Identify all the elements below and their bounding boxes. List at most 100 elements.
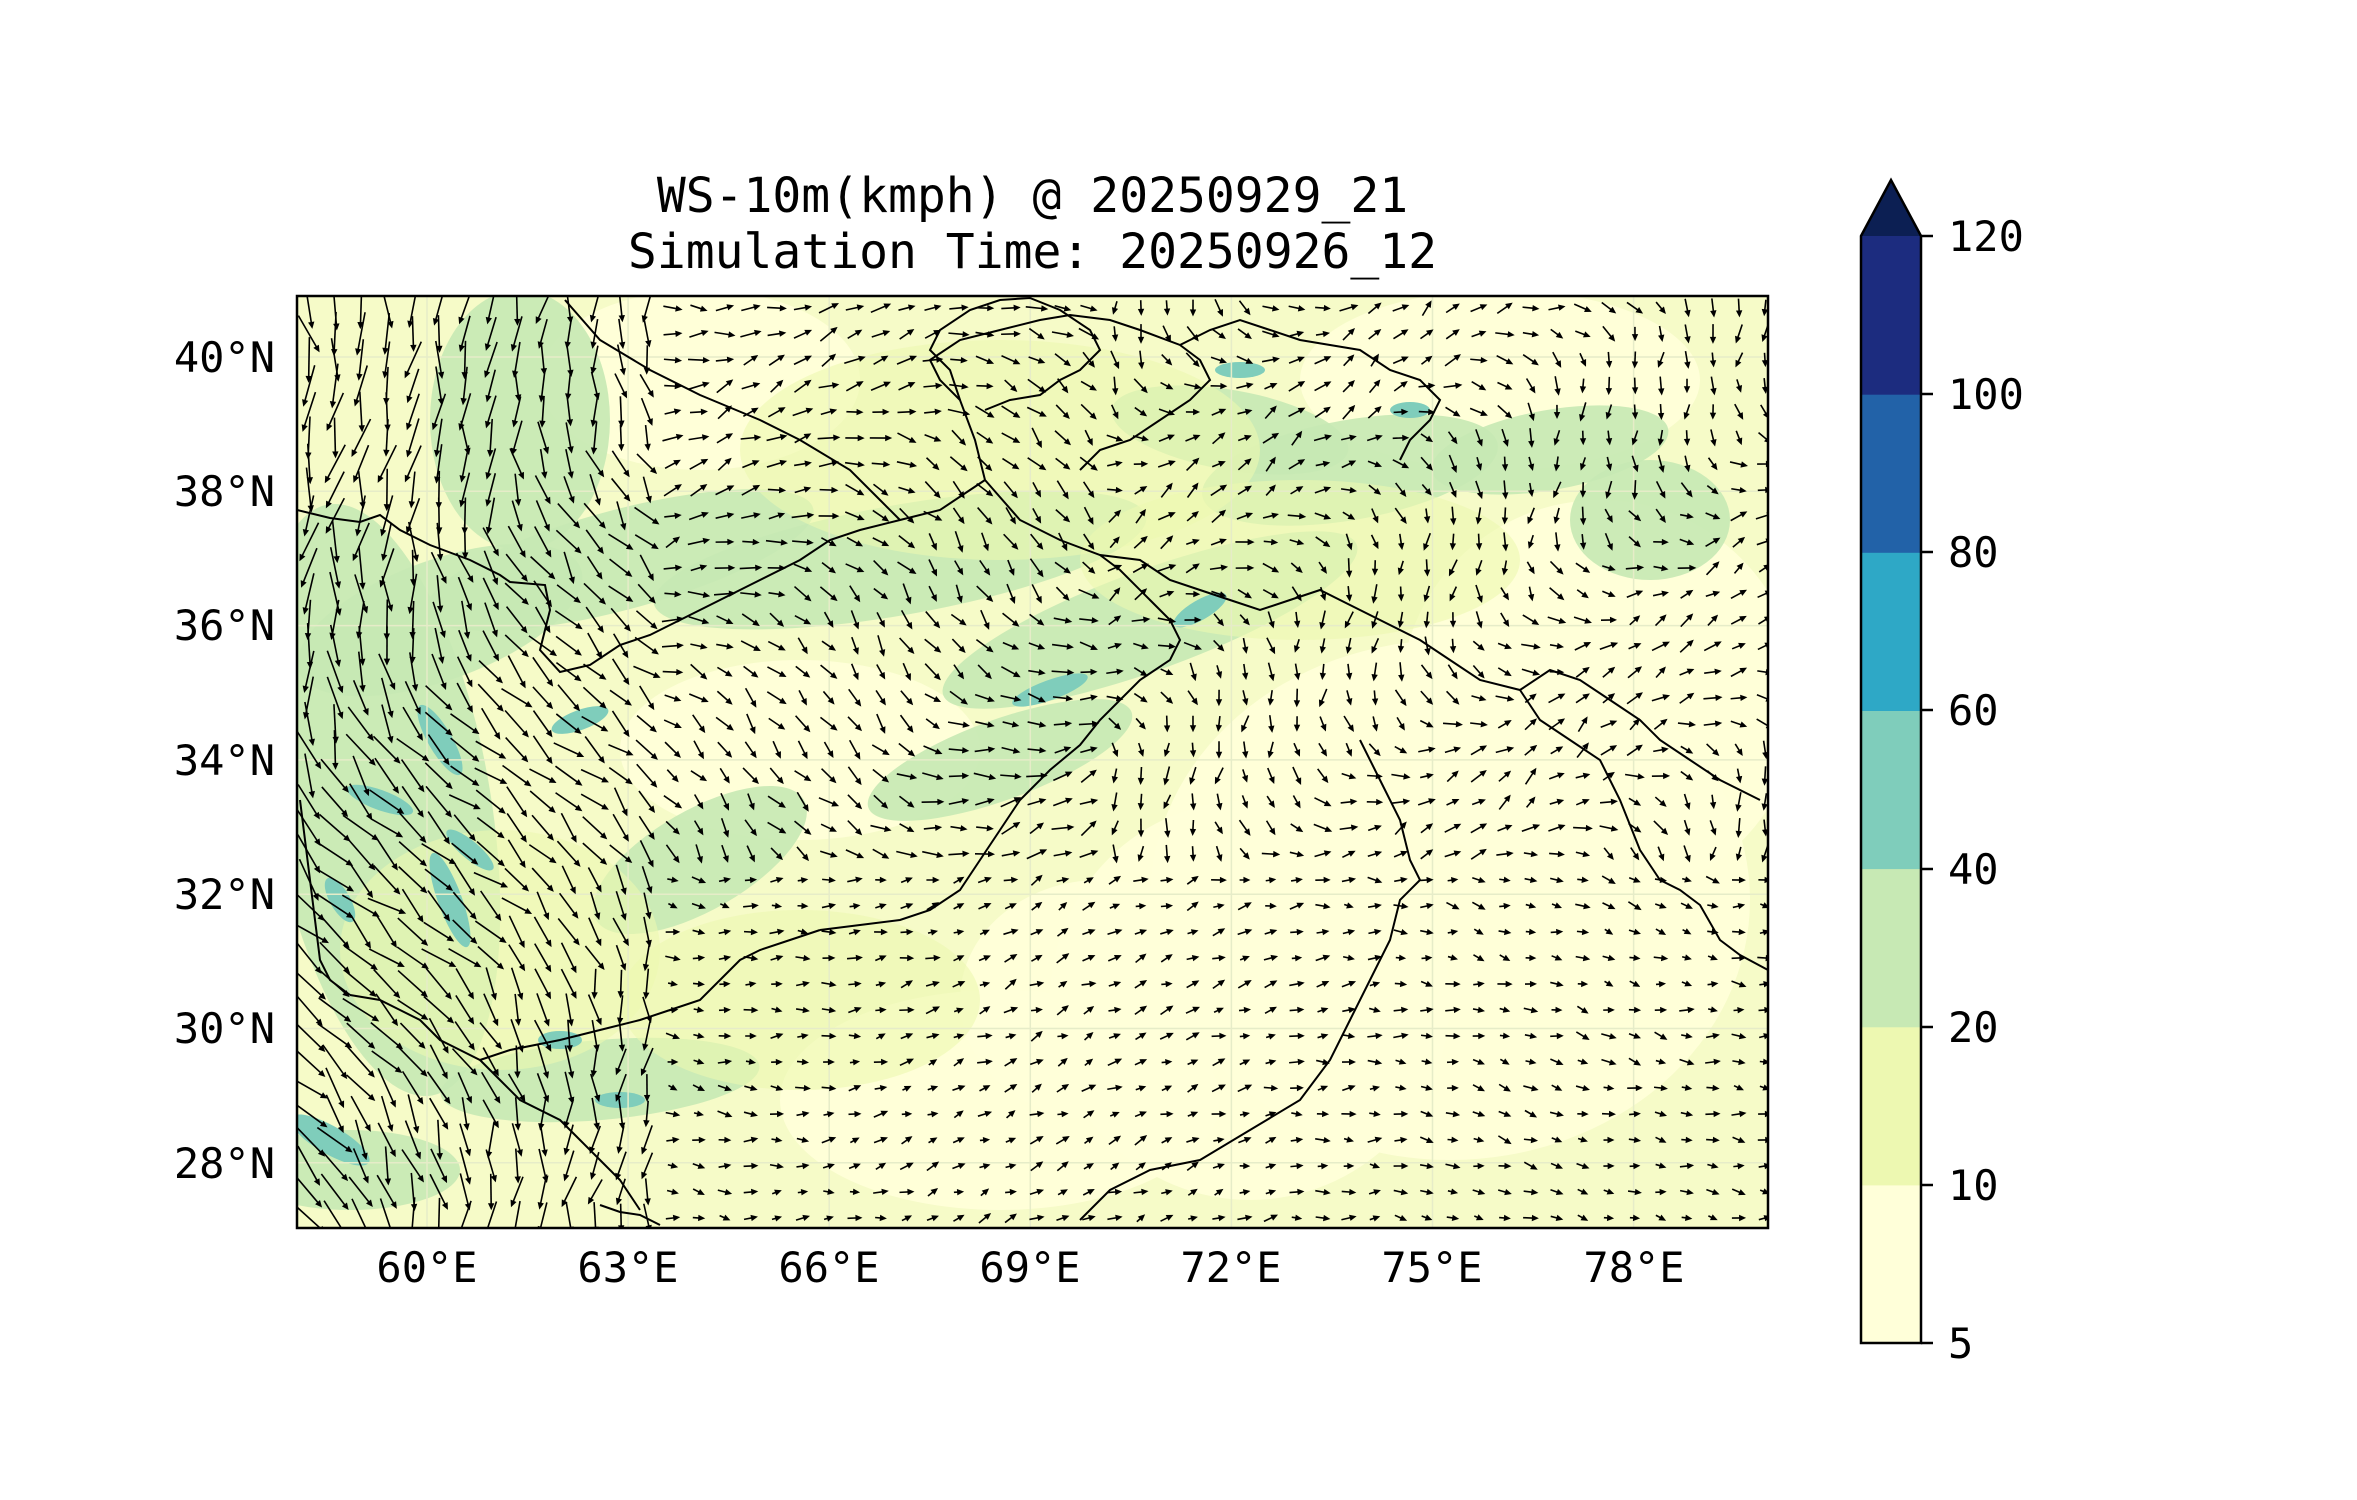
wind-arrow [921,798,945,806]
wind-arrow [1237,928,1253,936]
wind-arrow [899,328,915,340]
wind-arrow [1265,1189,1277,1196]
wind-arrow [615,890,627,921]
wind-arrow [406,393,420,431]
wind-arrow [1602,771,1615,781]
wind-arrow [297,784,320,820]
wind-arrow [1027,798,1047,806]
wind-arrow [1080,380,1097,391]
colorbar-label: 100 [1948,370,2024,419]
wind-arrow [450,737,480,762]
wind-arrow [898,742,916,757]
wind-arrow [1603,1188,1615,1195]
wind-arrow [1524,876,1538,884]
wind-arrow [926,1161,940,1172]
wind-arrow [1055,1136,1070,1145]
wind-arrow [1341,980,1357,988]
wind-arrow [1501,428,1509,447]
wind-arrow [1189,846,1197,862]
wind-arrow [1372,716,1379,732]
wind-arrow [356,339,365,381]
wind-arrow [638,815,655,840]
wind-arrow [820,823,837,832]
wind-arrow [663,795,683,809]
wind-arrow [482,1047,499,1077]
wind-arrow [718,1006,731,1014]
wind-arrow [537,1044,550,1079]
wind-arrow [1213,613,1224,627]
wind-arrow [377,1068,396,1108]
wind-arrow [662,433,684,442]
wind-arrow [332,730,339,770]
wind-arrow [528,635,558,657]
wind-arrow [1655,928,1667,935]
wind-arrow [1215,665,1223,679]
wind-arrow [1137,766,1145,785]
wind-arrow [587,632,603,659]
wind-arrow [1604,980,1614,987]
wind-arrow [1446,799,1460,806]
wind-arrow [618,424,625,452]
wind-arrow [1004,1058,1018,1067]
wind-arrow [1525,1058,1537,1065]
wind-arrow [1110,350,1120,370]
wind-arrow [1731,954,1747,962]
wind-arrow [896,773,918,780]
wind-arrow [796,846,809,862]
wind-arrow [452,891,477,920]
wind-arrow [795,1084,811,1092]
wind-arrow [1443,382,1463,389]
wind-arrow [1527,507,1535,525]
wind-arrow [1210,382,1228,390]
wind-arrow [1160,902,1174,910]
wind-arrow [615,1048,627,1076]
coastline [599,1204,661,1226]
wind-arrow [1160,1110,1174,1118]
wind-arrow [1343,1136,1354,1143]
wind-arrow [1496,850,1514,857]
wind-arrow [373,864,401,895]
wind-arrow [1343,715,1354,733]
wind-arrow [902,1085,912,1092]
wind-arrow [688,693,709,703]
wind-arrow [772,740,781,759]
wind-arrow [1032,482,1042,498]
wind-arrow [615,1151,627,1181]
wind-arrow [1238,1137,1252,1144]
wind-arrow [1002,612,1020,627]
wind-arrow [720,792,729,811]
wind-arrow [299,522,320,562]
wind-arrow [1706,484,1719,495]
wind-arrow [1289,850,1305,858]
wind-arrow [1239,1032,1251,1040]
wind-arrow [485,448,497,480]
wind-arrow [1445,1006,1461,1014]
wind-arrow [1681,876,1692,883]
wind-arrow [1706,1136,1720,1144]
wind-arrow [1189,793,1197,811]
wind-arrow [376,1174,397,1209]
wind-arrow [1186,511,1199,522]
wind-arrow [1629,1110,1641,1118]
wind-arrow [484,341,498,378]
wind-arrow [1031,1083,1042,1093]
wind-arrow [1680,745,1694,754]
wind-arrow [1424,636,1431,656]
wind-arrow [1576,1005,1589,1014]
wind-arrow [848,1032,862,1040]
wind-arrow [508,915,525,949]
wind-arrow [899,714,914,733]
wind-arrow [476,817,505,839]
wind-arrow [1293,688,1301,708]
wind-arrow [504,709,529,738]
wind-arrow [953,1058,965,1067]
wind-arrow [484,602,498,638]
wind-arrow [664,382,682,390]
wind-arrow [352,755,370,797]
wind-arrow [325,497,346,534]
wind-arrow [1449,586,1458,602]
wind-arrow [1703,720,1723,727]
wind-arrow [740,591,762,598]
wind-arrow [1731,980,1747,988]
wind-arrow [1265,456,1276,472]
